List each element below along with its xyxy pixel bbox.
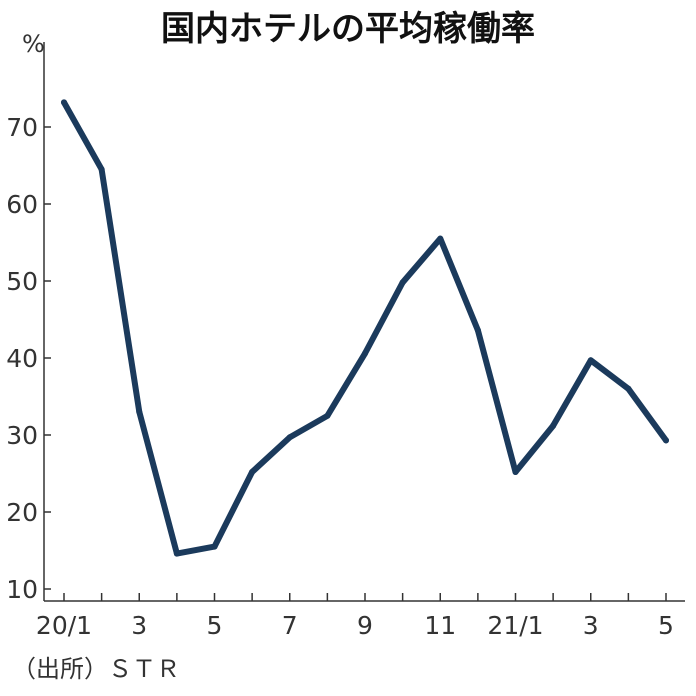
data-point [136,408,143,415]
y-tick-label: 10 [6,575,38,604]
y-unit-label: % [22,30,45,58]
x-tick-label: 9 [357,611,373,640]
data-point [362,350,368,357]
data-point [61,99,67,106]
data-point [173,550,180,557]
x-ticks: 20/1 3 5 7 9 11 21/1 3 5 [36,593,674,640]
x-tick-label: 3 [131,611,147,640]
x-tick-label: 5 [207,611,223,640]
data-point [550,422,557,429]
data-point [98,166,105,173]
y-tick-label: 60 [6,190,38,219]
series-line [61,99,669,557]
y-tick-label: 20 [6,498,38,527]
data-point [211,543,218,550]
y-ticks: 10 20 30 40 50 60 70 [6,113,51,604]
y-tick-label: 50 [6,267,38,296]
x-tick-label: 11 [424,611,456,640]
data-point [286,434,293,441]
data-point [324,412,331,419]
chart-title: 国内ホテルの平均稼働率 [161,9,535,49]
y-tick-label: 30 [6,421,38,450]
data-point [587,357,594,364]
data-point [249,468,256,475]
x-tick-label: 7 [282,611,298,640]
x-tick-label: 21/1 [487,611,543,640]
source-note: （出所）ＳＴＲ [12,655,180,683]
data-point [399,279,406,286]
y-tick-label: 70 [6,113,38,142]
x-tick-label: 3 [583,611,599,640]
data-point [663,437,669,444]
data-points [61,99,669,557]
data-point [512,468,519,475]
y-tick-label: 40 [6,344,38,373]
data-point [474,327,481,334]
x-tick-label: 20/1 [36,611,92,640]
x-tick-label: 5 [658,611,674,640]
data-point [437,235,444,242]
data-point [625,385,632,392]
